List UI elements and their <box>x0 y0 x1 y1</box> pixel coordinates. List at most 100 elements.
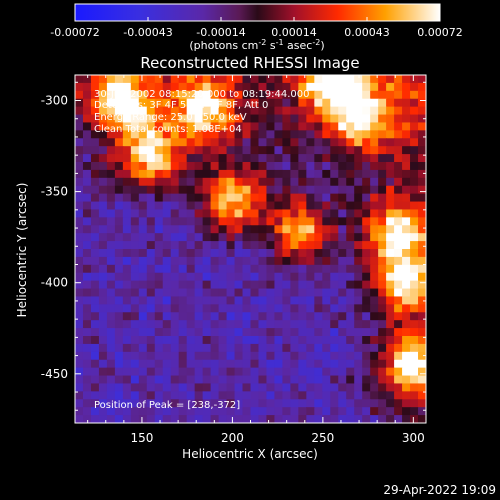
heatmap-cell <box>186 106 196 116</box>
heatmap-cell <box>306 130 315 139</box>
heatmap-cell <box>186 177 196 187</box>
heatmap-cell <box>370 304 379 313</box>
heatmap-cell <box>314 217 323 226</box>
heatmap-cell <box>82 201 92 211</box>
heatmap-cell <box>258 193 268 203</box>
heatmap-cell <box>338 280 347 290</box>
heatmap-cell <box>282 193 291 203</box>
x-tick-label: 200 <box>221 431 244 445</box>
heatmap-cell <box>226 256 236 266</box>
heatmap-cell <box>114 162 124 171</box>
heatmap-cell <box>274 367 284 377</box>
heatmap-cell <box>314 106 323 116</box>
colorbar-tick-label: -0.00014 <box>196 26 245 39</box>
heatmap-cell <box>202 217 212 226</box>
heatmap-cell <box>194 312 204 321</box>
heatmap-cell <box>290 138 299 147</box>
heatmap-cell <box>202 106 212 116</box>
heatmap-cell <box>338 264 347 274</box>
heatmap-cell <box>298 343 307 353</box>
heatmap-cell <box>370 114 379 124</box>
heatmap-cell <box>402 169 411 179</box>
heatmap-cell <box>418 217 426 226</box>
heatmap-cell <box>170 177 180 187</box>
heatmap-cell <box>82 193 92 203</box>
heatmap-cell <box>162 98 172 108</box>
heatmap-cell <box>226 154 236 163</box>
heatmap-cell <box>274 320 284 329</box>
heatmap-cell <box>82 241 92 250</box>
heatmap-cell <box>250 193 260 203</box>
heatmap-cell <box>138 82 148 92</box>
heatmap-cell <box>90 138 100 147</box>
heatmap-cell <box>90 288 100 298</box>
heatmap-cell <box>242 75 252 84</box>
heatmap-cell <box>370 82 379 92</box>
heatmap-cell <box>186 280 196 290</box>
heatmap-cell <box>218 201 228 211</box>
heatmap-cell <box>418 328 426 337</box>
heatmap-cell <box>242 193 252 203</box>
heatmap-cell <box>338 162 347 171</box>
heatmap-cell <box>354 359 363 369</box>
heatmap-cell <box>330 193 339 203</box>
heatmap-cell <box>210 367 220 377</box>
heatmap-cell <box>122 359 132 369</box>
heatmap-cell <box>226 209 236 218</box>
heatmap-cell <box>330 138 339 147</box>
heatmap-cell <box>394 336 403 345</box>
heatmap-cell <box>394 162 403 171</box>
heatmap-cell <box>274 154 284 163</box>
heatmap-cell <box>106 185 116 195</box>
heatmap-cell <box>378 75 387 84</box>
heatmap-cell <box>226 106 236 116</box>
heatmap-cell <box>394 264 403 274</box>
heatmap-cell <box>370 296 379 305</box>
heatmap-cell <box>394 415 403 423</box>
heatmap-cell <box>82 225 92 234</box>
heatmap-cell <box>75 217 84 226</box>
heatmap-cell <box>274 177 284 187</box>
heatmap-cell <box>82 304 92 313</box>
heatmap-cell <box>130 138 140 147</box>
heatmap-cell <box>178 383 188 392</box>
heatmap-cell <box>75 343 84 353</box>
heatmap-cell <box>194 320 204 329</box>
heatmap-cell <box>98 233 108 242</box>
heatmap-cell <box>146 375 156 385</box>
heatmap-cell <box>122 351 132 361</box>
heatmap-cell <box>114 320 124 329</box>
heatmap-cell <box>154 225 164 234</box>
heatmap-cell <box>274 98 284 108</box>
heatmap-cell <box>274 146 284 155</box>
heatmap-cell <box>274 209 284 218</box>
heatmap-cell <box>362 233 371 242</box>
heatmap-cell <box>234 177 244 187</box>
heatmap-cell <box>338 375 347 385</box>
heatmap-cell <box>250 146 260 155</box>
x-tick-label: 300 <box>402 431 425 445</box>
heatmap-cell <box>306 193 315 203</box>
heatmap-cell <box>130 375 140 385</box>
heatmap-cell <box>202 391 212 400</box>
heatmap-cell <box>98 225 108 234</box>
heatmap-cell <box>298 383 307 392</box>
heatmap-cell <box>250 162 260 171</box>
heatmap-cell <box>410 146 419 155</box>
heatmap-cell <box>250 249 260 258</box>
heatmap-cell <box>154 336 164 345</box>
heatmap-cell <box>362 162 371 171</box>
heatmap-cell <box>186 225 196 234</box>
heatmap-cell <box>402 82 411 92</box>
heatmap-cell <box>218 391 228 400</box>
heatmap-cell <box>266 256 276 266</box>
heatmap-cell <box>178 169 188 179</box>
heatmap-cell <box>122 98 132 108</box>
heatmap-cell <box>418 98 426 108</box>
heatmap-cell <box>258 217 268 226</box>
heatmap-cell <box>290 209 299 218</box>
heatmap-cell <box>130 280 140 290</box>
heatmap-cell <box>114 249 124 258</box>
heatmap-cell <box>106 367 116 377</box>
